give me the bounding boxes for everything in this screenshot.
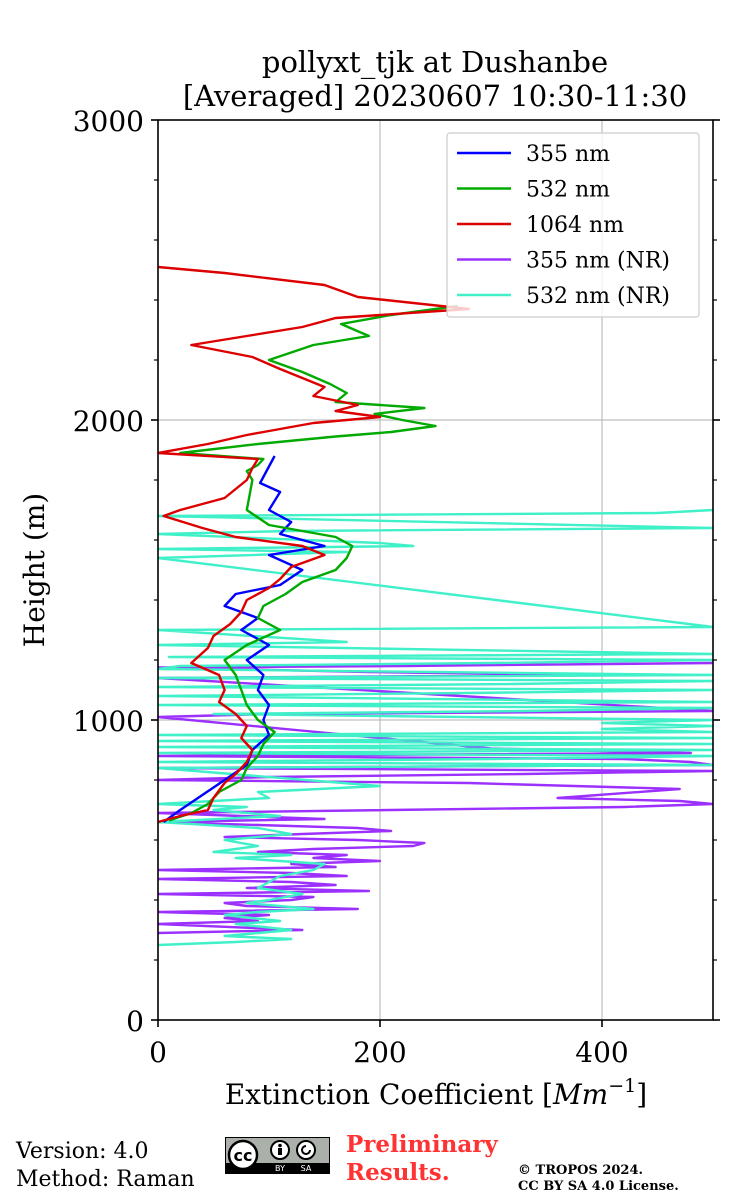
cc-sa-label: SA: [301, 1164, 312, 1173]
cc-by-label: BY: [275, 1164, 285, 1173]
preliminary-line1: Preliminary: [346, 1131, 498, 1159]
y-tick-label-0: 0: [126, 1005, 144, 1038]
copyright-notice: © TROPOS 2024. CC BY SA 4.0 License.: [518, 1163, 679, 1195]
legend-label-4: 532 nm (NR): [526, 284, 670, 309]
preliminary-line2: Results.: [346, 1159, 498, 1187]
series-lines: [158, 267, 713, 945]
chart-title: pollyxt_tjk at Dushanbe: [262, 45, 608, 80]
y-tick-label-2: 2000: [73, 405, 144, 438]
x-axis-label: Extinction Coefficient [Mm−1]: [225, 1075, 647, 1111]
cc-by-sa-license-badge: cc BY SA: [225, 1137, 330, 1174]
copyright-line2: CC BY SA 4.0 License.: [518, 1179, 679, 1195]
x-tick-label-1: 200: [353, 1036, 406, 1069]
share-alike-icon: [297, 1141, 315, 1159]
version-label: Version: 4.0: [16, 1139, 149, 1165]
y-axis-label: Height (m): [18, 493, 51, 647]
chart-subtitle: [Averaged] 20230607 10:30-11:30: [183, 79, 687, 113]
cc-icon-text: cc: [234, 1146, 253, 1165]
x-tick-label-0: 0: [149, 1036, 167, 1069]
legend: 355 nm 532 nm 1064 nm 355 nm (NR) 532 nm (NR…: [447, 133, 699, 317]
y-tick-label-3: 3000: [73, 105, 144, 138]
x-axis-label-main: Extinction Coefficient [: [225, 1078, 553, 1111]
legend-label-0: 355 nm: [526, 142, 610, 167]
legend-label-3: 355 nm (NR): [526, 249, 670, 274]
x-axis-label-close: ]: [636, 1078, 647, 1111]
preliminary-results-label: Preliminary Results.: [346, 1131, 498, 1187]
x-axis-label-exponent: −1: [608, 1075, 636, 1097]
legend-label-2: 1064 nm: [526, 213, 624, 238]
copyright-line1: © TROPOS 2024.: [518, 1163, 679, 1179]
x-tick-label-2: 400: [575, 1036, 628, 1069]
legend-label-1: 532 nm: [526, 178, 610, 203]
method-label: Method: Raman: [16, 1167, 195, 1193]
x-axis-label-unit: Mm: [552, 1078, 608, 1111]
y-tick-label-1: 1000: [73, 705, 144, 738]
